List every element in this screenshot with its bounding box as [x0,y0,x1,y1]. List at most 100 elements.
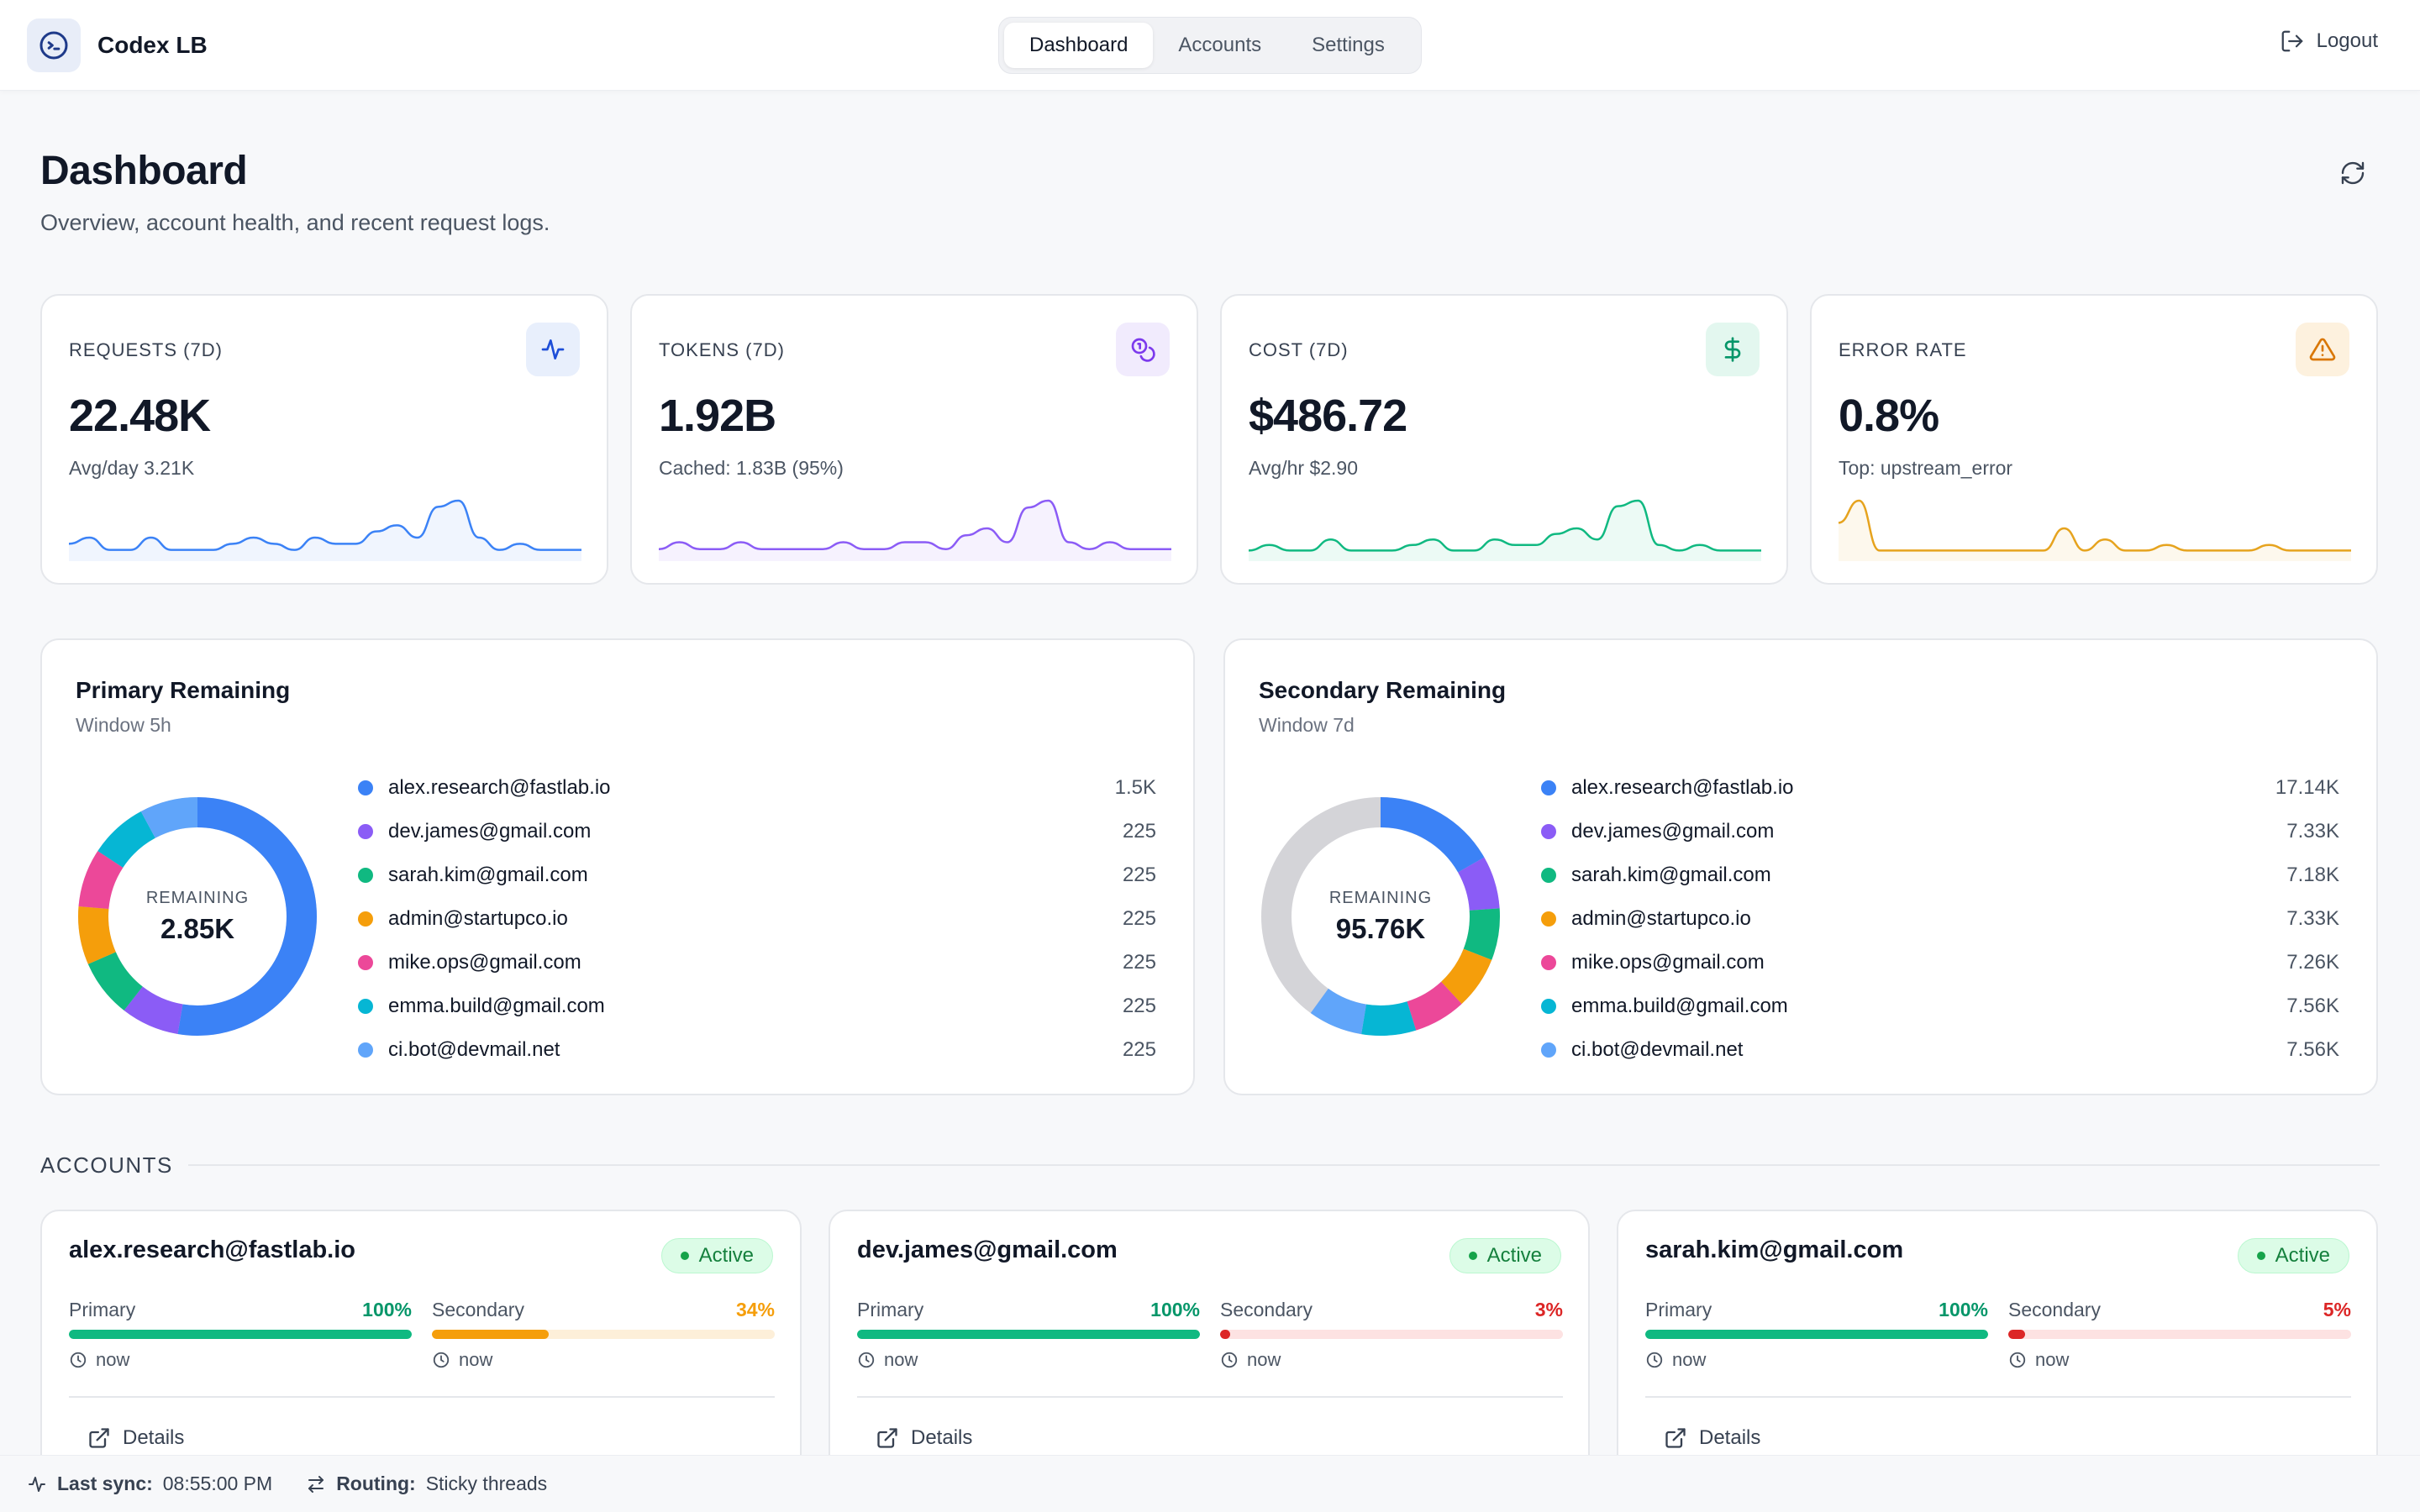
meter-label: Secondary [432,1299,524,1320]
account-email: sarah.kim@gmail.com [1645,1236,1904,1263]
legend-item: emma.build@gmail.com 225 [358,984,1156,1028]
meter-fill [857,1330,1200,1339]
stat-card-error-rate: ERROR RATE 0.8% Top: upstream_error [1810,294,2378,585]
details-label: Details [911,1426,973,1449]
tab-accounts[interactable]: Accounts [1178,34,1262,56]
details-button[interactable]: Details [1664,1426,1760,1450]
meter-percent: 100% [1150,1299,1200,1320]
legend-value: 7.26K [2286,951,2339,974]
logout-button[interactable]: Logout [2280,29,2378,54]
legend-name: ci.bot@devmail.net [1571,1038,1744,1061]
legend-dot [358,955,373,970]
stat-sub: Top: upstream_error [1839,457,2013,479]
legend-value: 1.5K [1114,776,1156,799]
meter-fill [432,1330,549,1339]
legend-name: dev.james@gmail.com [1571,820,1775,843]
legend-item: sarah.kim@gmail.com 7.18K [1541,853,2339,897]
meter-fill [1220,1330,1231,1339]
secondary-meter: Secondary 34% now [432,1299,775,1371]
sparkline-area [1249,501,1761,561]
legend-value: 7.33K [2286,907,2339,930]
stat-label: TOKENS (7D) [659,339,785,360]
legend: alex.research@fastlab.io 1.5K dev.james@gm… [358,766,1156,1072]
details-button[interactable]: Details [876,1426,972,1450]
brand[interactable]: Codex LB [27,18,208,72]
account-email: alex.research@fastlab.io [69,1236,356,1263]
sparkline-line [659,499,1171,551]
routing: Routing: Sticky threads [306,1473,547,1495]
external-link-icon [89,1428,109,1448]
meter-percent: 3% [1534,1299,1563,1320]
meter-label: Secondary [1220,1299,1313,1320]
primary-meter: Primary 100% now [1645,1299,1988,1371]
status-badge: Active [1449,1238,1561,1273]
legend-name: sarah.kim@gmail.com [1571,864,1771,886]
meter-time: now [96,1349,130,1370]
legend-value: 225 [1122,820,1156,843]
legend-dot [1541,1042,1556,1058]
donut-label: REMAINING [145,888,250,907]
refresh-icon [2341,161,2365,185]
donut-center: REMAINING 95.76K [1259,795,1502,1038]
legend-name: sarah.kim@gmail.com [388,864,588,886]
stat-card-cost: COST (7D) $486.72 Avg/hr $2.90 [1220,294,1788,585]
refresh-button[interactable] [2331,151,2375,195]
stat-value: $486.72 [1249,391,1407,441]
legend-dot [358,824,373,839]
primary-meter: Primary 100% now [69,1299,412,1371]
legend-value: 7.56K [2286,995,2339,1017]
stat-value: 0.8% [1839,391,1939,441]
status-dot [1468,1252,1477,1260]
logout-label: Logout [2316,29,2378,52]
meter-track [2008,1330,2351,1339]
status-label: Active [698,1244,754,1267]
card-title: Primary Remaining [76,677,291,703]
meter-track [69,1330,412,1339]
legend-item: mike.ops@gmail.com 7.26K [1541,941,2339,984]
details-button[interactable]: Details [87,1426,184,1450]
sparkline [1249,499,1761,561]
stat-value: 22.48K [69,391,211,441]
logout-icon [2281,30,2302,52]
app-name: Codex LB [97,32,208,58]
donut-segment [1261,797,1500,1036]
meter-track [432,1330,775,1339]
stat-sub: Avg/hr $2.90 [1249,457,1359,479]
status-badge: Active [660,1238,773,1273]
meter-time: now [1672,1349,1707,1370]
stat-label: COST (7D) [1249,339,1349,360]
external-link-icon [1665,1428,1686,1448]
legend-item: dev.james@gmail.com 7.33K [1541,810,2339,853]
stat-label: REQUESTS (7D) [69,339,223,360]
sparkline-area [1839,501,2351,561]
legend-dot [358,1042,373,1058]
clock-icon [433,1352,450,1368]
tab-settings[interactable]: Settings [1312,34,1385,56]
card-window: Window 7d [1259,714,1355,736]
legend-name: emma.build@gmail.com [388,995,605,1017]
stat-value: 1.92B [659,391,776,441]
status-dot [2256,1252,2265,1260]
primary-meter: Primary 100% now [857,1299,1200,1371]
alert-icon [2296,323,2349,376]
stat-card-tokens: TOKENS (7D) 1.92B Cached: 1.83B (95%) [630,294,1198,585]
accounts-section-title: ACCOUNTS [40,1152,173,1178]
tab-dashboard[interactable]: Dashboard [1004,23,1154,68]
legend-value: 225 [1122,995,1156,1017]
account-email: dev.james@gmail.com [857,1236,1118,1263]
meter-time: now [1247,1349,1281,1370]
legend-dot [1541,911,1556,927]
status-dot [680,1252,689,1260]
legend-value: 225 [1122,951,1156,974]
sync-label: Last sync: [57,1473,153,1494]
card-title: Secondary Remaining [1259,677,1507,703]
sparkline-line [69,499,581,551]
clock-icon [858,1352,875,1368]
meter-label: Primary [857,1299,924,1320]
legend-item: ci.bot@devmail.net 7.56K [1541,1028,2339,1072]
legend-value: 7.56K [2286,1038,2339,1061]
legend-item: emma.build@gmail.com 7.56K [1541,984,2339,1028]
meter-percent: 34% [735,1299,775,1320]
donut-chart [1261,797,1500,1036]
legend-name: dev.james@gmail.com [388,820,592,843]
